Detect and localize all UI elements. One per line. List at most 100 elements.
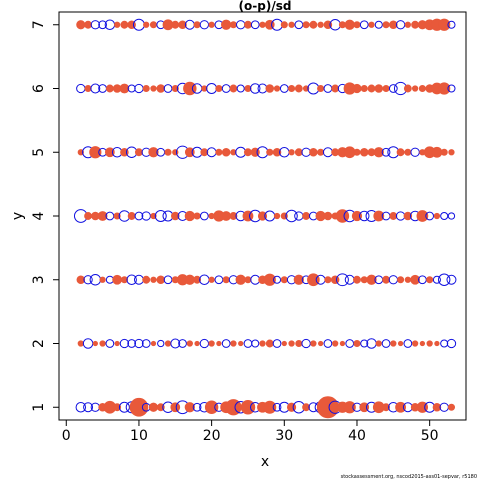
bubble-positive	[259, 21, 266, 28]
y-tick-label: 1	[31, 403, 47, 412]
bubble-positive	[244, 20, 252, 29]
bubble-positive	[119, 83, 130, 94]
bubble-positive	[156, 84, 166, 93]
bubble-positive	[265, 84, 275, 93]
bubble-positive	[164, 340, 172, 347]
bubble-positive	[266, 148, 274, 156]
bubble-negative	[381, 339, 391, 348]
bubble-negative	[83, 275, 93, 285]
bubble-negative	[446, 274, 457, 285]
bubble-positive	[353, 21, 361, 29]
x-tick-label: 0	[62, 428, 71, 444]
bubble-negative	[250, 20, 260, 30]
bubble-positive	[127, 212, 136, 220]
bubble-negative	[199, 211, 209, 221]
bubble-positive	[295, 339, 303, 348]
bubble-negative	[360, 339, 369, 348]
bubble-positive	[281, 340, 287, 347]
bubble-positive	[120, 276, 128, 284]
bubble-positive	[382, 403, 390, 412]
bubble-positive	[302, 403, 311, 412]
bubble-positive	[113, 403, 122, 412]
bubble-negative	[285, 209, 298, 223]
bubble-positive	[316, 396, 339, 419]
bubble-row-1	[75, 396, 456, 419]
bubble-positive	[310, 340, 317, 347]
bubble-positive	[184, 274, 195, 285]
bubble-negative	[249, 83, 261, 94]
x-tick-label: 50	[421, 428, 439, 444]
bubble-positive	[193, 212, 201, 220]
bubble-positive	[113, 212, 121, 220]
bubble-positive	[184, 402, 195, 413]
bubble-positive	[164, 148, 172, 156]
bubble-positive	[215, 84, 223, 93]
bubble-negative	[154, 210, 167, 222]
bubble-positive	[353, 148, 361, 156]
bubble-negative	[141, 339, 151, 348]
bubble-positive	[114, 340, 120, 347]
plot-area	[73, 18, 457, 419]
bubble-negative	[90, 83, 101, 94]
bubble-positive	[438, 18, 451, 31]
bubble-negative	[236, 84, 245, 93]
bubble-positive	[222, 276, 230, 284]
bubble-positive	[397, 276, 405, 284]
bubble-positive	[89, 146, 102, 159]
bubble-negative	[119, 338, 130, 349]
bubble-positive	[339, 340, 346, 347]
y-axis-label: y	[10, 212, 26, 220]
y-tick-label: 5	[31, 148, 47, 157]
bubble-positive	[373, 210, 385, 222]
bubble-negative	[336, 273, 349, 287]
bubble-positive	[448, 149, 455, 156]
bubble-positive	[221, 147, 231, 157]
bubble-positive	[99, 340, 106, 347]
bubble-positive	[77, 340, 84, 347]
bubble-negative	[192, 402, 202, 412]
bubble-positive	[397, 340, 404, 347]
axes: 0 10 20 30 40 50 1 2 3 4 5 6 7	[31, 11, 467, 444]
bubble-positive	[389, 212, 398, 220]
bubble-positive	[403, 84, 412, 93]
bubble-positive	[129, 397, 149, 417]
bubble-positive	[351, 210, 363, 222]
bubble-positive	[404, 148, 412, 156]
bubble-positive	[135, 148, 143, 157]
bubble-positive	[307, 273, 320, 287]
bubble-negative	[440, 211, 449, 221]
x-tick-label: 20	[203, 428, 221, 444]
bubble-positive	[352, 83, 362, 94]
bubble-positive	[193, 21, 201, 29]
bubble-negative	[323, 339, 333, 348]
bubble-positive	[178, 20, 187, 30]
bubble-negative	[105, 339, 115, 348]
bubble-positive	[366, 274, 377, 285]
bubble-positive	[265, 339, 274, 348]
bubble-positive	[432, 402, 442, 412]
bubble-negative	[388, 84, 398, 93]
bubble-positive	[148, 147, 159, 158]
bubble-negative	[425, 211, 435, 221]
bubble-positive	[99, 276, 106, 283]
bubble-positive	[288, 149, 295, 156]
bubble-negative	[90, 20, 101, 30]
bubble-positive	[368, 21, 375, 28]
bubble-positive	[294, 148, 303, 157]
bubble-positive	[263, 400, 277, 414]
chart-title: (o-p)/sd	[239, 0, 292, 13]
x-tick-label: 30	[275, 428, 293, 444]
x-tick-label: 40	[348, 428, 366, 444]
bubble-positive	[411, 85, 419, 92]
bubble-positive	[335, 209, 350, 223]
bubble-positive	[431, 146, 443, 158]
bubble-positive	[194, 340, 200, 347]
bubble-negative	[272, 339, 282, 348]
bubble-negative	[251, 339, 260, 348]
bubble-negative	[178, 339, 187, 348]
bubble-positive	[221, 19, 232, 30]
bubble-positive	[382, 21, 390, 29]
bubble-positive	[171, 20, 180, 29]
bubble-positive	[156, 275, 166, 285]
